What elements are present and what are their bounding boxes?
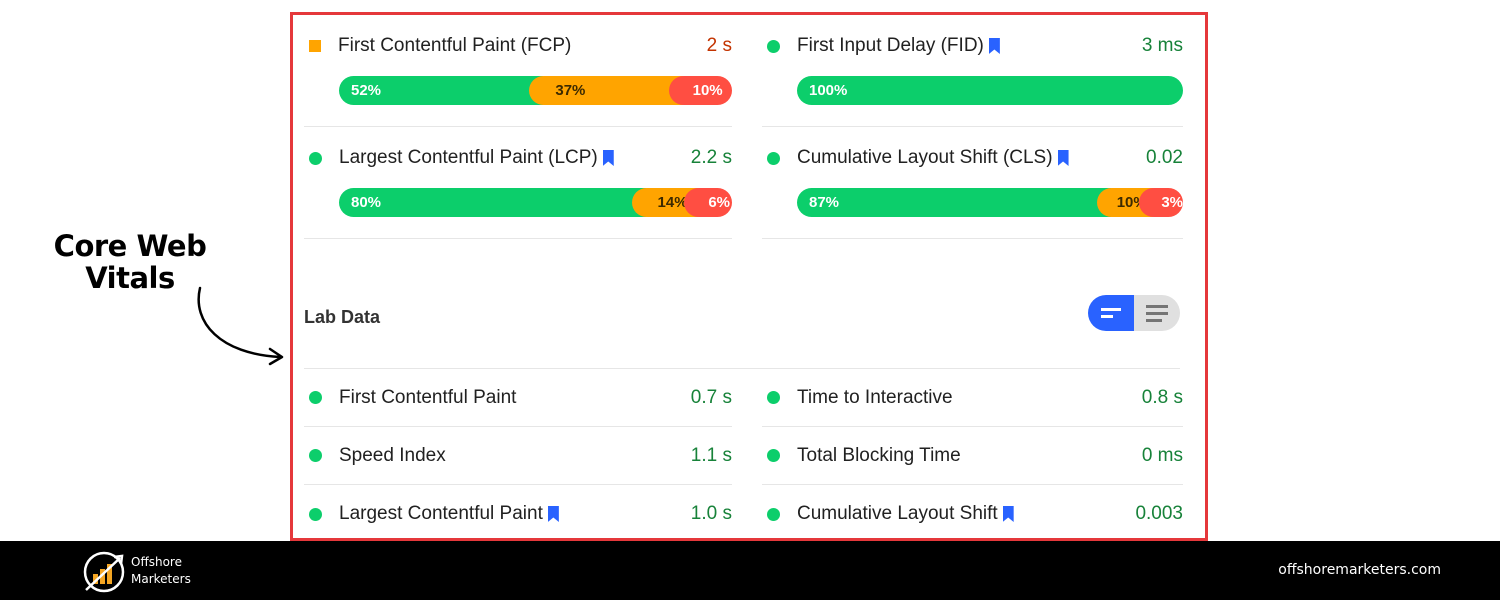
segment-poor: 10%	[668, 76, 732, 105]
metric-value: 2 s	[706, 35, 732, 56]
metric-value: 2.2 s	[690, 147, 732, 168]
field-data-right: First Input Delay (FID) 3 ms 100% Cumula…	[762, 15, 1183, 239]
metric-value: 1.1 s	[690, 444, 732, 466]
metric-label: Largest Contentful Paint	[339, 503, 543, 524]
bookmark-icon	[1002, 506, 1014, 522]
annotation-title: Core Web Vitals	[53, 229, 207, 295]
good-circle-icon	[309, 391, 322, 404]
segment-good: 87%	[797, 188, 1111, 217]
brand-line-1: Offshore	[131, 555, 182, 569]
metric-label: Cumulative Layout Shift	[797, 503, 998, 524]
lab-metric-row: Total Blocking Time 0 ms	[762, 427, 1183, 485]
metric-label: Total Blocking Time	[797, 444, 961, 466]
metric-value: 0.003	[1135, 503, 1183, 524]
lab-data-header: Lab Data	[304, 239, 1180, 369]
arrow-icon	[197, 286, 284, 366]
list-view-icon[interactable]	[1134, 295, 1180, 331]
bookmark-icon	[1057, 150, 1069, 166]
pagespeed-panel: First Contentful Paint (FCP) 2 s 52% 37%…	[290, 12, 1208, 541]
good-circle-icon	[767, 507, 780, 521]
segment-poor: 3%	[1139, 188, 1183, 217]
footer: Offshore Marketers offshoremarketers.com	[0, 541, 1500, 600]
good-circle-icon	[309, 151, 322, 165]
lab-metric-row: Speed Index 1.1 s	[304, 427, 732, 485]
good-circle-icon	[309, 449, 322, 462]
good-circle-icon	[767, 449, 780, 462]
metric-lcp: Largest Contentful Paint (LCP) 2.2 s 80%…	[304, 127, 732, 239]
lab-data-left: First Contentful Paint 0.7 s Speed Index…	[304, 369, 732, 543]
lab-data-right: Time to Interactive 0.8 s Total Blocking…	[762, 369, 1183, 543]
segment-good: 80%	[339, 188, 646, 217]
good-circle-icon	[767, 39, 780, 53]
lab-metric-row: Time to Interactive 0.8 s	[762, 369, 1183, 427]
lab-metric-row: Cumulative Layout Shift 0.003	[762, 485, 1183, 543]
metric-fid: First Input Delay (FID) 3 ms 100%	[762, 15, 1183, 127]
good-circle-icon	[309, 507, 322, 521]
metric-value: 0.8 s	[1141, 386, 1183, 408]
metric-value: 0.7 s	[690, 386, 732, 408]
metric-label[interactable]: Cumulative Layout Shift (CLS)	[797, 147, 1053, 168]
brand-name: Offshore Marketers	[131, 554, 191, 588]
view-toggle[interactable]	[1088, 295, 1180, 331]
metric-label[interactable]: First Input Delay (FID)	[797, 35, 984, 56]
segment-poor: 6%	[684, 188, 732, 217]
average-square-icon	[309, 40, 321, 52]
distribution-bar: 87% 10% 3%	[797, 188, 1183, 217]
metric-value: 3 ms	[1141, 35, 1183, 56]
distribution-bar: 52% 37% 10%	[339, 76, 732, 105]
bookmark-icon	[547, 506, 559, 522]
lab-metric-row: Largest Contentful Paint 1.0 s	[304, 485, 732, 543]
lab-metric-row: First Contentful Paint 0.7 s	[304, 369, 732, 427]
good-circle-icon	[767, 391, 780, 404]
metric-label: Speed Index	[339, 444, 446, 466]
metric-label: First Contentful Paint	[339, 386, 517, 408]
distribution-bar: 100%	[797, 76, 1183, 105]
metric-value: 0.02	[1146, 147, 1183, 168]
field-data-left: First Contentful Paint (FCP) 2 s 52% 37%…	[304, 15, 732, 239]
metric-label[interactable]: Largest Contentful Paint (LCP)	[339, 147, 598, 168]
good-circle-icon	[767, 151, 780, 165]
segment-average: 37%	[529, 76, 683, 105]
website-link[interactable]: offshoremarketers.com	[1278, 562, 1441, 578]
metric-label[interactable]: First Contentful Paint (FCP)	[338, 35, 572, 56]
bookmark-icon	[988, 38, 1000, 54]
metric-value: 0 ms	[1141, 444, 1183, 466]
distribution-bar: 80% 14% 6%	[339, 188, 732, 217]
bar-view-icon[interactable]	[1088, 295, 1134, 331]
metric-cls: Cumulative Layout Shift (CLS) 0.02 87% 1…	[762, 127, 1183, 239]
metric-label: Time to Interactive	[797, 386, 953, 408]
segment-good: 52%	[339, 76, 544, 105]
brand-line-2: Marketers	[131, 572, 191, 586]
lab-data-title: Lab Data	[304, 307, 381, 327]
metric-value: 1.0 s	[690, 503, 732, 524]
metric-fcp: First Contentful Paint (FCP) 2 s 52% 37%…	[304, 15, 732, 127]
segment-good: 100%	[797, 76, 1183, 105]
bookmark-icon	[602, 150, 614, 166]
brand-logo-icon	[83, 551, 125, 593]
